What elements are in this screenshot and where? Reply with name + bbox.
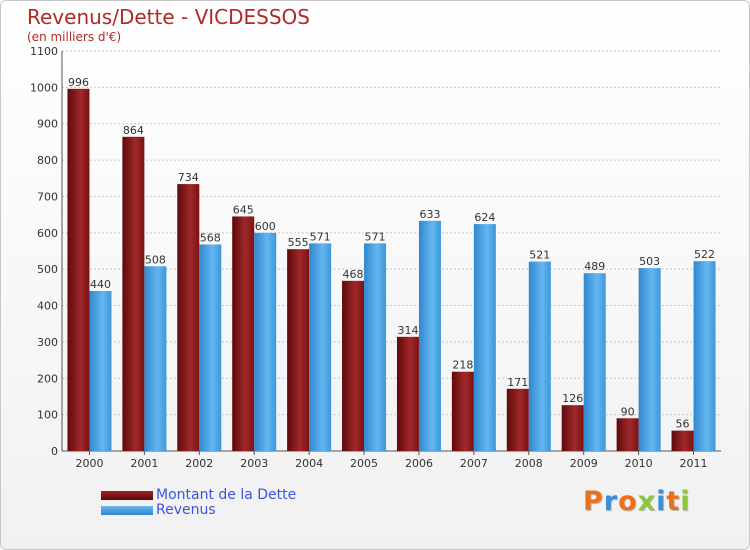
x-tick-label: 2008: [515, 457, 543, 470]
x-tick-label: 2011: [680, 457, 708, 470]
bar-revenus: [473, 224, 496, 451]
bar-dette: [451, 371, 474, 451]
legend-item-dette: Montant de la Dette: [101, 487, 296, 503]
y-tick-label: 200: [37, 372, 58, 385]
bar-dette: [232, 216, 255, 451]
bar-dette: [342, 280, 365, 451]
y-tick-label: 500: [37, 263, 58, 276]
x-tick-label: 2002: [185, 457, 213, 470]
data-label: 568: [200, 231, 221, 244]
y-tick-label: 900: [37, 118, 58, 131]
bar-dette: [177, 184, 200, 451]
x-tick-label: 2000: [75, 457, 103, 470]
x-tick-label: 2001: [130, 457, 158, 470]
logo-letter: i: [680, 486, 691, 517]
bar-revenus: [254, 232, 277, 451]
data-label: 633: [419, 208, 440, 221]
bar-revenus: [309, 243, 332, 451]
bar-revenus: [638, 268, 661, 451]
data-label: 218: [452, 359, 473, 372]
y-tick-label: 0: [51, 445, 58, 458]
data-label: 56: [676, 418, 690, 431]
data-label: 864: [123, 124, 144, 137]
bar-dette: [671, 430, 694, 451]
y-tick-label: 700: [37, 190, 58, 203]
chart-title: Revenus/Dette - VICDESSOS: [27, 5, 310, 29]
data-label: 571: [310, 230, 331, 243]
bar-dette: [122, 136, 145, 451]
y-tick-label: 400: [37, 300, 58, 313]
bar-revenus: [693, 261, 716, 451]
legend-label-revenus: Revenus: [156, 502, 216, 518]
data-label: 996: [68, 76, 89, 89]
y-tick-label: 100: [37, 409, 58, 422]
x-tick-label: 2005: [350, 457, 378, 470]
logo-letter: i: [656, 486, 667, 517]
logo-letter: t: [666, 486, 681, 517]
logo-letter: P: [583, 486, 604, 517]
data-label: 508: [145, 253, 166, 266]
bar-dette: [616, 418, 639, 451]
bar-dette: [287, 249, 310, 451]
y-tick-label: 800: [37, 154, 58, 167]
data-label: 600: [255, 220, 276, 233]
bar-dette: [67, 88, 90, 452]
x-tick-label: 2003: [240, 457, 268, 470]
data-label: 468: [343, 268, 364, 281]
bar-dette: [506, 388, 529, 451]
data-label: 440: [90, 278, 111, 291]
bar-revenus: [199, 244, 222, 451]
bar-revenus: [89, 291, 112, 451]
bar-revenus: [144, 266, 167, 451]
data-label: 522: [694, 248, 715, 261]
data-label: 503: [639, 255, 660, 268]
chart-subtitle: (en milliers d'€): [27, 30, 122, 44]
bar-revenus: [364, 243, 387, 451]
bar-revenus: [583, 273, 606, 451]
data-label: 489: [584, 260, 605, 273]
data-label: 571: [365, 230, 386, 243]
legend-swatch-dette: [101, 490, 153, 500]
bar-dette: [561, 405, 584, 451]
x-tick-label: 2006: [405, 457, 433, 470]
legend-swatch-revenus: [101, 505, 153, 515]
data-label: 314: [397, 324, 418, 337]
logo-letter: x: [637, 486, 657, 517]
data-label: 171: [507, 376, 528, 389]
data-label: 126: [562, 392, 583, 405]
data-label: 734: [178, 171, 199, 184]
proxiti-logo: Proxiti: [583, 486, 691, 517]
data-label: 90: [621, 405, 635, 418]
legend-item-revenus: Revenus: [101, 502, 216, 518]
logo-letter: r: [603, 486, 619, 517]
x-tick-label: 2010: [625, 457, 653, 470]
x-tick-label: 2009: [570, 457, 598, 470]
y-tick-label: 300: [37, 336, 58, 349]
legend-label-dette: Montant de la Dette: [156, 487, 297, 503]
logo-letter: o: [618, 486, 638, 517]
bar-revenus: [418, 220, 441, 451]
y-tick-label: 1000: [30, 81, 58, 94]
bar-dette: [396, 336, 419, 451]
bar-revenus: [528, 261, 551, 451]
x-tick-label: 2007: [460, 457, 488, 470]
data-label: 624: [474, 211, 495, 224]
data-label: 555: [288, 236, 309, 249]
y-tick-label: 600: [37, 227, 58, 240]
y-tick-label: 1100: [30, 45, 58, 58]
data-label: 521: [529, 249, 550, 262]
x-tick-label: 2004: [295, 457, 323, 470]
data-label: 645: [233, 203, 254, 216]
